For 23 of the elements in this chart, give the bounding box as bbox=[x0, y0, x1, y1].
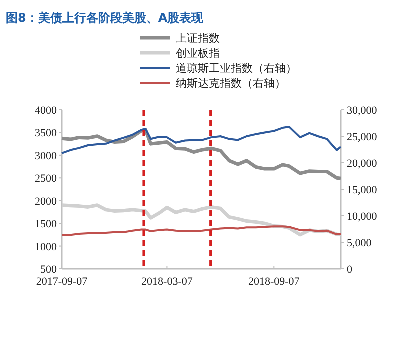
y-tick-label: 4000 bbox=[35, 105, 58, 117]
y-tick-label: 1000 bbox=[35, 241, 58, 254]
y-tick-label: 2000 bbox=[35, 196, 58, 208]
y-tick-label: 3500 bbox=[35, 128, 58, 140]
y-tick-label: 2500 bbox=[35, 173, 58, 186]
legend-label: 上证指数 bbox=[176, 32, 220, 45]
chart-title: 图8：美债上行各阶段美股、A股表现 bbox=[6, 11, 205, 25]
y-tick-label: 500 bbox=[40, 264, 58, 276]
legend-label: 道琼斯工业指数（右轴） bbox=[176, 62, 297, 75]
y2-tick-label: 20,000 bbox=[347, 158, 378, 170]
x-tick-label: 2017-09-07 bbox=[36, 276, 88, 288]
x-tick-label: 2018-03-07 bbox=[142, 276, 194, 288]
legend-label: 创业板指 bbox=[176, 47, 220, 60]
y-tick-label: 1500 bbox=[35, 218, 58, 231]
x-tick-label: 2018-09-07 bbox=[248, 276, 300, 288]
y-tick-label: 3000 bbox=[35, 150, 58, 162]
y2-tick-label: 30,000 bbox=[347, 105, 378, 117]
y2-tick-label: 0 bbox=[347, 264, 353, 276]
y2-tick-label: 5,000 bbox=[347, 238, 372, 250]
y2-tick-label: 15,000 bbox=[347, 184, 378, 196]
y2-tick-label: 25,000 bbox=[347, 132, 378, 144]
legend-label: 纳斯达克指数（右轴） bbox=[176, 77, 286, 90]
y2-tick-label: 10,000 bbox=[347, 211, 378, 223]
